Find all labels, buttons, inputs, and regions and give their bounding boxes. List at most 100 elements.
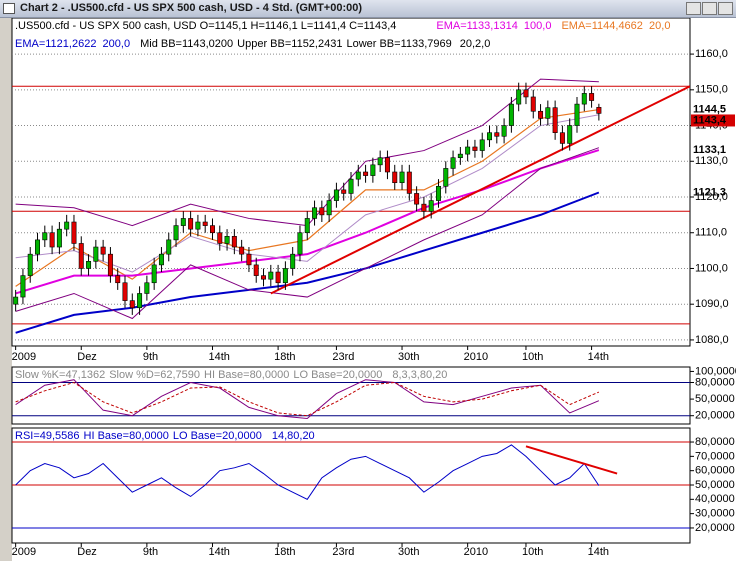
- legend-params: 20,2,0: [459, 38, 491, 50]
- candle-body: [202, 221, 208, 226]
- candle-body: [501, 125, 507, 137]
- candle-body: [180, 218, 186, 226]
- candle-body: [137, 293, 143, 309]
- panel-frame: [11, 366, 691, 425]
- y-tick-label: 1150,0: [695, 84, 728, 96]
- x-tick-label: 2010: [464, 546, 488, 558]
- x-tick-label: 10th: [522, 546, 543, 558]
- y-tick-label: 100,0000: [695, 365, 736, 377]
- y-tick-label: 80,0000: [695, 436, 735, 448]
- candle-body: [56, 228, 62, 248]
- candle-body: [231, 236, 237, 248]
- plot-area: [12, 441, 690, 529]
- candle-body: [596, 107, 602, 114]
- candle-body: [508, 103, 514, 126]
- window-icon: [3, 3, 15, 14]
- candle-body: [78, 243, 84, 269]
- x-tick-label: 2010: [464, 351, 488, 363]
- price-label: 1143,4: [693, 114, 727, 126]
- x-tick-label: 14th: [588, 351, 609, 363]
- candle-body: [567, 125, 573, 144]
- x-tick-label: 23rd: [332, 546, 354, 558]
- x-tick-label: 18th: [274, 351, 295, 363]
- candle-body: [93, 246, 99, 262]
- candle-body: [246, 253, 252, 266]
- chart-title: .US500.cfd - US SPX 500 cash, USD O=1145…: [15, 20, 397, 32]
- candle-body: [414, 193, 420, 205]
- candle-body: [312, 207, 318, 219]
- candle-body: [319, 207, 325, 216]
- x-tick-label: 14th: [208, 546, 229, 558]
- candle-body: [304, 218, 310, 234]
- candle-body: [581, 93, 587, 105]
- legend-params: 14,80,20: [271, 430, 315, 442]
- candle-body: [253, 264, 259, 276]
- y-tick-label: 1160,0: [695, 48, 728, 60]
- plot-area: [12, 53, 690, 341]
- candle-body: [64, 221, 70, 230]
- candle-body: [363, 171, 369, 176]
- candle-body: [86, 261, 92, 269]
- series-line: [15, 147, 600, 320]
- panel: 1080,01090,01100,01110,01120,01130,01140…: [11, 18, 735, 363]
- panel-frame: [11, 18, 691, 347]
- minimize-button[interactable]: [686, 2, 701, 15]
- candle-body: [275, 271, 281, 284]
- y-tick-label: 1110,0: [695, 227, 727, 239]
- series-line: [15, 444, 600, 500]
- y-tick-label: 20,0000: [695, 410, 735, 422]
- candle-body: [166, 239, 172, 255]
- candle-body: [530, 96, 536, 112]
- maximize-button[interactable]: [702, 2, 717, 15]
- header-row: .US500.cfd - US SPX 500 cash, USD O=1145…: [15, 20, 680, 33]
- legend-entry: RSI=49,5586: [15, 430, 80, 442]
- candle-body: [523, 89, 529, 98]
- y-tick-label: 1090,0: [695, 298, 729, 310]
- y-tick-label: 50,0000: [695, 393, 735, 405]
- candle-body: [13, 296, 19, 305]
- x-tick-label: 10th: [522, 351, 543, 363]
- trend-line: [525, 445, 618, 475]
- chart: 1080,01090,01100,01110,01120,01130,01140…: [11, 18, 736, 561]
- candle-body: [27, 253, 33, 276]
- candle-body: [377, 157, 383, 166]
- candle-body: [494, 132, 500, 137]
- y-tick-label: 1120,0: [695, 191, 728, 203]
- candle-body: [574, 103, 580, 126]
- x-tick-label: 2009: [12, 546, 36, 558]
- x-tick-label: 14th: [208, 351, 229, 363]
- header-row: EMA=1121,2622 200,0 Mid BB=1143,0200 Upper…: [15, 38, 500, 51]
- x-tick-label: 30th: [398, 546, 419, 558]
- candle-body: [49, 232, 55, 248]
- candle-body: [392, 171, 398, 184]
- candle-body: [370, 164, 376, 176]
- legend-entry: EMA=1121,2622 200,0: [15, 38, 131, 50]
- candle-body: [268, 271, 274, 280]
- candle-body: [35, 239, 41, 255]
- y-tick-label: 60,0000: [695, 465, 735, 477]
- candle-body: [209, 225, 215, 234]
- x-tick-label: 9th: [143, 351, 158, 363]
- x-tick-label: 23rd: [332, 351, 354, 363]
- series-line: [15, 381, 600, 417]
- candle-body: [406, 171, 412, 194]
- candle-body: [538, 110, 544, 119]
- candle-body: [341, 189, 347, 194]
- legend-params: 8,3,3,80,20: [392, 369, 448, 381]
- close-button[interactable]: [718, 2, 733, 15]
- legend-entry: Slow %D=62,7590: [109, 369, 201, 381]
- price-label-box: [691, 114, 735, 127]
- candle-body: [348, 178, 354, 194]
- y-tick-label: 20,0000: [695, 522, 735, 534]
- candle-body: [457, 153, 463, 159]
- legend-entry: EMA=1144,4662 20,0: [561, 20, 671, 32]
- plot-area: [12, 379, 690, 419]
- candle-body: [428, 200, 434, 212]
- candle-body: [552, 107, 558, 133]
- x-tick-label: 14th: [588, 546, 609, 558]
- candle-body: [472, 146, 478, 151]
- candle-body: [224, 236, 230, 244]
- candle-body: [333, 189, 339, 201]
- candle-body: [399, 171, 405, 184]
